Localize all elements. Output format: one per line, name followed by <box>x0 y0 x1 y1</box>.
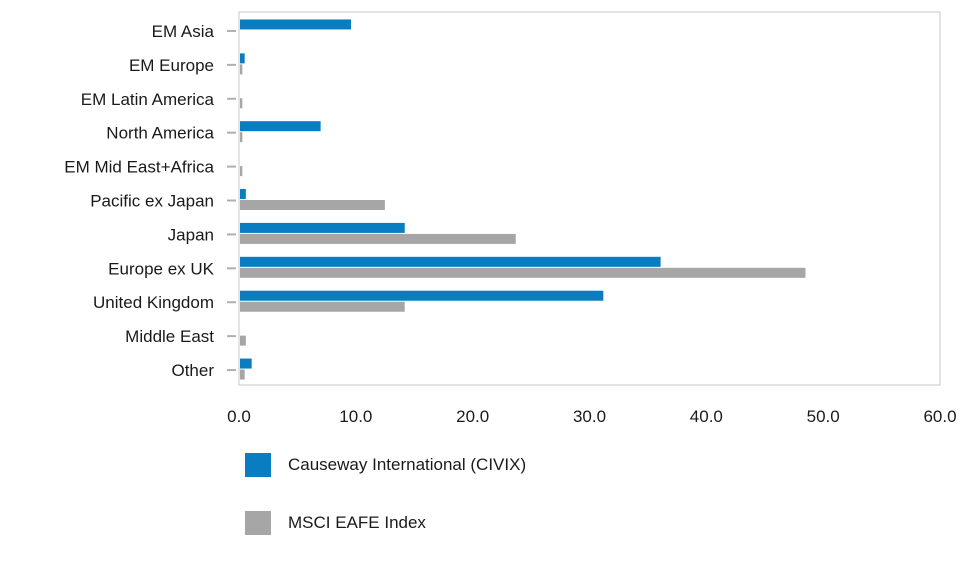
legend-swatch-msci <box>245 511 271 535</box>
bar-civix <box>240 222 405 233</box>
category-label: Other <box>171 361 214 380</box>
bar-civix <box>240 19 351 30</box>
legend-label-civix: Causeway International (CIVIX) <box>288 455 527 474</box>
category-label: Middle East <box>125 327 214 346</box>
legend-label-msci: MSCI EAFE Index <box>288 513 426 532</box>
bar-civix <box>240 53 245 64</box>
plot-area <box>238 11 941 386</box>
legend: Causeway International (CIVIX) MSCI EAFE… <box>245 453 526 569</box>
bar-msci <box>240 369 245 380</box>
category-label: United Kingdom <box>93 293 214 312</box>
bar-msci <box>240 166 243 177</box>
category-label: Europe ex UK <box>108 259 214 278</box>
bar-msci <box>240 301 405 312</box>
category-label: EM Europe <box>129 56 214 75</box>
bar-msci <box>240 132 243 143</box>
bar-msci <box>240 335 246 346</box>
x-tick-label: 10.0 <box>339 407 372 426</box>
x-tick-label: 60.0 <box>923 407 956 426</box>
category-label: North America <box>106 124 214 143</box>
category-label: EM Latin America <box>81 90 215 109</box>
x-tick-label: 0.0 <box>227 407 251 426</box>
category-label: Japan <box>168 225 214 244</box>
bar-msci <box>240 200 385 210</box>
x-tick-label: 30.0 <box>573 407 606 426</box>
bar-civix <box>240 256 661 267</box>
legend-item-civix: Causeway International (CIVIX) <box>245 453 526 477</box>
category-label: EM Mid East+Africa <box>64 158 214 177</box>
x-tick-label: 50.0 <box>807 407 840 426</box>
legend-swatch-civix <box>245 453 271 477</box>
bar-msci <box>240 233 516 244</box>
bar-msci <box>240 98 243 109</box>
bar-civix <box>240 121 321 132</box>
legend-item-msci: MSCI EAFE Index <box>245 511 526 535</box>
bar-msci <box>240 267 806 278</box>
bar-civix <box>240 189 246 199</box>
bar-civix <box>240 290 604 301</box>
category-label: EM Asia <box>152 22 215 41</box>
bar-civix <box>240 358 252 369</box>
x-tick-label: 20.0 <box>456 407 489 426</box>
bar-msci <box>240 64 243 75</box>
x-tick-label: 40.0 <box>690 407 723 426</box>
bar-chart: EM Asia EM Europe EM Latin America North Am… <box>64 11 957 426</box>
category-label: Pacific ex Japan <box>90 192 214 211</box>
